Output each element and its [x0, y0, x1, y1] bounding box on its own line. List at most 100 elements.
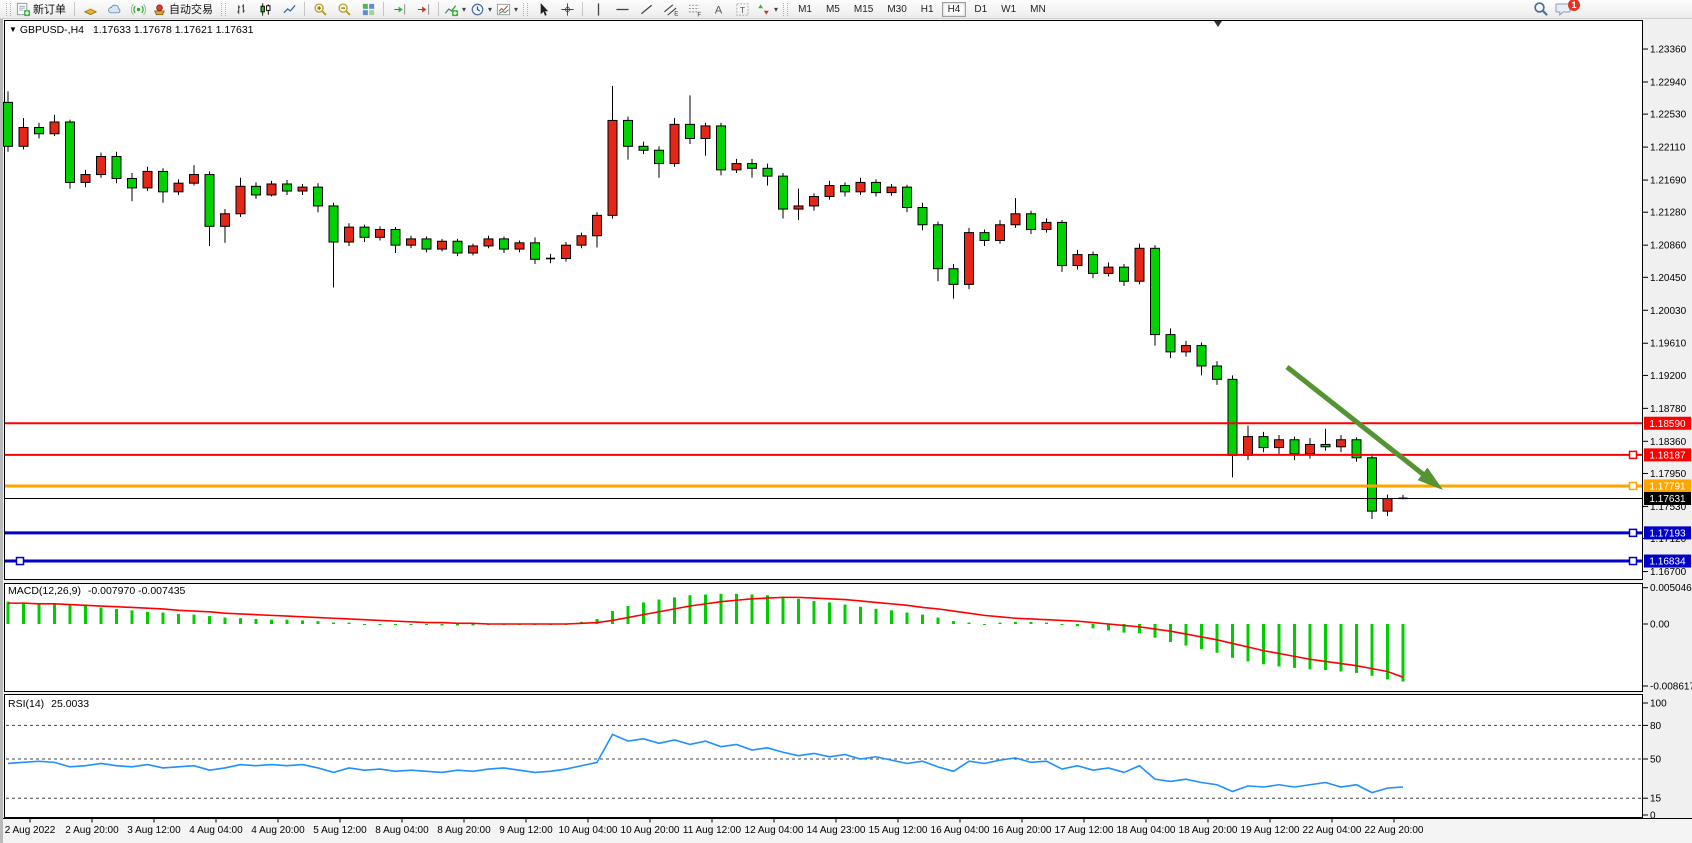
tf-mn-button[interactable]: MN	[1030, 3, 1046, 15]
rsi-indicator: 100 80 50 15 0	[6, 699, 1667, 822]
toolbar-separator	[304, 2, 305, 16]
profiles-button[interactable]	[102, 1, 126, 18]
svg-text:8 Aug 04:00: 8 Aug 04:00	[375, 825, 429, 836]
svg-text:4 Aug 04:00: 4 Aug 04:00	[189, 825, 243, 836]
hline-handle[interactable]	[1628, 528, 1638, 538]
search-button[interactable]	[1529, 1, 1553, 18]
svg-text:18 Aug 04:00: 18 Aug 04:00	[1117, 825, 1176, 836]
price-label-1.16834	[1644, 554, 1691, 568]
tf-m1-button[interactable]: M1	[798, 3, 812, 15]
svg-text:0.005046: 0.005046	[1650, 583, 1692, 594]
svg-text:14 Aug 23:00: 14 Aug 23:00	[807, 825, 866, 836]
svg-text:0.00: 0.00	[1650, 620, 1670, 631]
autotrading-button[interactable]: 自动交易	[150, 1, 218, 18]
toolbar: 新订单 自动交易 ▾ ▾ ▾ E F A T	[0, 0, 1692, 19]
vertical-line-button[interactable]	[586, 1, 610, 18]
svg-text:1.20450: 1.20450	[1650, 273, 1687, 284]
market-watch-button[interactable]	[126, 1, 150, 18]
cursor-button[interactable]	[531, 1, 555, 18]
trend-arrow[interactable]	[1285, 365, 1429, 480]
chart-collapse-icon[interactable]: ▼	[9, 25, 17, 34]
text-label-icon: T	[735, 2, 750, 17]
crosshair-button[interactable]	[555, 1, 579, 18]
chat-button[interactable]: 1	[1553, 0, 1588, 18]
text-button[interactable]: A	[706, 1, 730, 18]
new-chart-button[interactable]	[78, 1, 102, 18]
new-order-button[interactable]: 新订单	[14, 1, 71, 18]
toolbar-grip[interactable]	[783, 2, 789, 16]
zoom-in-button[interactable]	[308, 1, 332, 18]
equidistant-channel-button[interactable]: E	[658, 1, 682, 18]
indicators-button[interactable]: ▾	[442, 1, 468, 18]
toolbar-grip[interactable]	[6, 2, 11, 16]
rsi-value: 25.0033	[51, 698, 90, 710]
svg-text:15 Aug 12:00: 15 Aug 12:00	[869, 825, 928, 836]
svg-text:80: 80	[1650, 721, 1662, 732]
hline-handle[interactable]	[1628, 556, 1638, 566]
svg-text:1.23360: 1.23360	[1650, 45, 1687, 56]
dropdown-arrow-icon[interactable]: ▾	[462, 4, 467, 14]
shift-chart-icon	[416, 2, 431, 17]
price-label-1.17193	[1644, 526, 1691, 540]
svg-text:E: E	[674, 10, 678, 16]
tf-h4-button[interactable]: H4	[941, 1, 967, 17]
toolbar-grip[interactable]	[523, 2, 529, 16]
tf-m5-button[interactable]: M5	[825, 3, 840, 15]
horizontal-line-button[interactable]	[610, 1, 634, 18]
rsi-line	[7, 733, 1404, 794]
chart-shift-marker[interactable]	[1214, 21, 1222, 27]
hline-handle[interactable]	[15, 556, 25, 566]
price-label-1.18187	[1644, 448, 1691, 462]
tf-w1-button[interactable]: W1	[1001, 3, 1017, 15]
tf-h1-button[interactable]: H1	[920, 3, 934, 15]
shift-chart-button[interactable]	[411, 1, 435, 18]
svg-text:12 Aug 04:00: 12 Aug 04:00	[745, 825, 804, 836]
arrows-button[interactable]: ▾	[754, 1, 780, 18]
line-chart-button[interactable]	[277, 1, 301, 18]
trendline-button[interactable]	[634, 1, 658, 18]
tf-m30-button[interactable]: M30	[887, 3, 907, 15]
hline-handle[interactable]	[1628, 450, 1638, 460]
periods-button[interactable]: ▾	[468, 1, 494, 18]
tile-windows-button[interactable]	[356, 1, 380, 18]
svg-text:22 Aug 20:00: 22 Aug 20:00	[1365, 825, 1424, 836]
zoom-in-icon	[313, 2, 328, 17]
svg-text:1.22530: 1.22530	[1650, 110, 1687, 121]
svg-text:1.18780: 1.18780	[1650, 404, 1687, 415]
new-order-label: 新订单	[33, 4, 66, 16]
svg-text:4 Aug 20:00: 4 Aug 20:00	[251, 825, 305, 836]
hline-handle[interactable]	[1628, 481, 1638, 491]
clock-icon	[470, 2, 485, 17]
templates-button[interactable]: ▾	[494, 1, 520, 18]
svg-text:100: 100	[1650, 699, 1667, 710]
time-axis[interactable]: 2 Aug 2022 2 Aug 20:00 3 Aug 12:00 4 Aug 04…	[5, 818, 1424, 837]
signal-icon	[130, 2, 146, 17]
svg-text:9 Aug 12:00: 9 Aug 12:00	[499, 825, 553, 836]
dropdown-arrow-icon[interactable]: ▾	[488, 4, 493, 14]
svg-text:1.17791: 1.17791	[1649, 481, 1686, 492]
svg-text:22 Aug 04:00: 22 Aug 04:00	[1303, 825, 1362, 836]
svg-text:16 Aug 20:00: 16 Aug 20:00	[993, 825, 1052, 836]
fibonacci-button[interactable]: F	[682, 1, 706, 18]
tf-d1-button[interactable]: D1	[974, 3, 988, 15]
trendline-icon	[639, 2, 654, 17]
dropdown-arrow-icon[interactable]: ▾	[774, 4, 779, 14]
price-axis: 1.23360 1.22940 1.22530 1.22110 1.21690 1.212…	[1643, 45, 1691, 578]
auto-scroll-button[interactable]	[387, 1, 411, 18]
bar-chart-button[interactable]	[229, 1, 253, 18]
dropdown-arrow-icon[interactable]: ▾	[514, 4, 519, 14]
svg-text:18 Aug 20:00: 18 Aug 20:00	[1179, 825, 1238, 836]
svg-text:5 Aug 12:00: 5 Aug 12:00	[313, 825, 367, 836]
svg-text:1.18360: 1.18360	[1650, 437, 1687, 448]
crosshair-icon	[560, 2, 575, 17]
autotrading-icon	[152, 2, 167, 17]
zoom-out-button[interactable]	[332, 1, 356, 18]
tf-m15-button[interactable]: M15	[853, 3, 874, 15]
price-label-1.17791	[1644, 479, 1691, 493]
candlestick-chart-button[interactable]	[253, 1, 277, 18]
cursor-icon	[536, 2, 551, 17]
svg-text:1.21280: 1.21280	[1650, 208, 1687, 219]
toolbar-grip[interactable]	[221, 2, 226, 16]
text-label-button[interactable]: T	[730, 1, 754, 18]
